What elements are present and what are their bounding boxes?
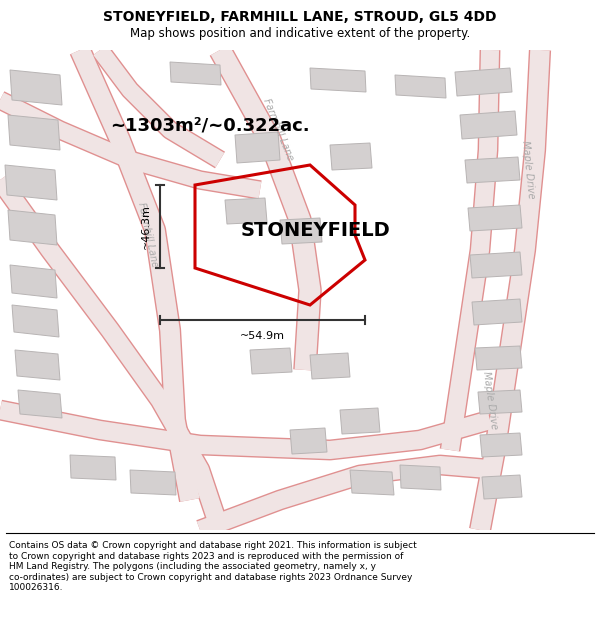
Text: ~1303m²/~0.322ac.: ~1303m²/~0.322ac. (110, 116, 310, 134)
Text: Farmhill Lane: Farmhill Lane (261, 98, 295, 162)
Polygon shape (235, 132, 280, 163)
Polygon shape (465, 157, 520, 183)
Polygon shape (250, 348, 292, 374)
Polygon shape (400, 465, 441, 490)
Polygon shape (18, 390, 62, 418)
Polygon shape (8, 115, 60, 150)
Text: STONEYFIELD: STONEYFIELD (240, 221, 390, 239)
Polygon shape (310, 68, 366, 92)
Text: ~46.3m: ~46.3m (141, 204, 151, 249)
Polygon shape (470, 252, 522, 278)
Polygon shape (130, 470, 176, 495)
Polygon shape (10, 265, 57, 298)
Text: Maple Drive: Maple Drive (481, 371, 499, 429)
Polygon shape (15, 350, 60, 380)
Polygon shape (455, 68, 512, 96)
Polygon shape (330, 143, 372, 170)
Text: STONEYFIELD, FARMHILL LANE, STROUD, GL5 4DD: STONEYFIELD, FARMHILL LANE, STROUD, GL5 … (103, 10, 497, 24)
Polygon shape (170, 62, 221, 85)
Polygon shape (480, 433, 522, 457)
Polygon shape (290, 428, 327, 454)
Polygon shape (340, 408, 380, 434)
Polygon shape (70, 455, 116, 480)
Polygon shape (350, 470, 394, 495)
Polygon shape (225, 198, 267, 224)
Polygon shape (482, 475, 522, 499)
Text: Maple Drive: Maple Drive (520, 141, 536, 199)
Text: Map shows position and indicative extent of the property.: Map shows position and indicative extent… (130, 27, 470, 40)
Polygon shape (468, 205, 522, 231)
Polygon shape (280, 218, 322, 244)
Polygon shape (10, 70, 62, 105)
Polygon shape (310, 353, 350, 379)
Polygon shape (395, 75, 446, 98)
Polygon shape (478, 390, 522, 414)
Polygon shape (12, 305, 59, 337)
Text: ~54.9m: ~54.9m (240, 331, 285, 341)
Polygon shape (5, 165, 57, 200)
Text: Farmhill Lane: Farmhill Lane (136, 202, 160, 268)
Polygon shape (8, 210, 57, 245)
Polygon shape (460, 111, 517, 139)
Text: Contains OS data © Crown copyright and database right 2021. This information is : Contains OS data © Crown copyright and d… (9, 541, 417, 592)
Polygon shape (472, 299, 522, 325)
Polygon shape (475, 346, 522, 370)
